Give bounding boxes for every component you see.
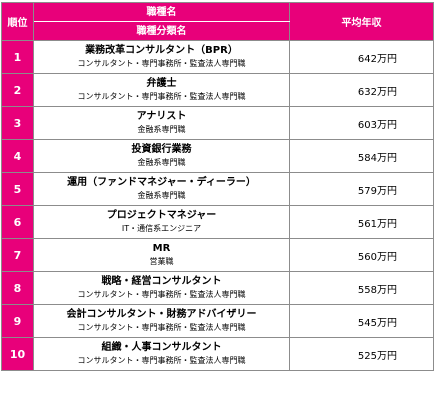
table-row: 1 業務改革コンサルタント（BPR） コンサルタント・専門事務所・監査法人専門職…: [1, 40, 434, 74]
job-category: 金融系専門職: [137, 125, 186, 134]
salary-cell: 558万円: [289, 271, 434, 305]
job-cell: プロジェクトマネジャー IT・通信系エンジニア: [33, 205, 290, 239]
table-row: 10 組織・人事コンサルタント コンサルタント・専門事務所・監査法人専門職 52…: [1, 337, 434, 371]
job-name: 業務改革コンサルタント（BPR）: [85, 45, 238, 56]
job-cell: MR 営業職: [33, 238, 290, 272]
job-cell: 戦略・経営コンサルタント コンサルタント・専門事務所・監査法人専門職: [33, 271, 290, 305]
job-category: 営業職: [149, 257, 174, 266]
job-category: 金融系専門職: [137, 158, 186, 167]
table-row: 2 弁護士 コンサルタント・専門事務所・監査法人専門職 632万円: [1, 73, 434, 107]
job-category: IT・通信系エンジニア: [121, 224, 202, 233]
rank-cell: 4: [1, 139, 34, 173]
rank-cell: 3: [1, 106, 34, 140]
header-subrow: 職種分類名: [2, 21, 434, 41]
salary-cell: 632万円: [289, 73, 434, 107]
salary-cell: 545万円: [289, 304, 434, 338]
table-body: 1 業務改革コンサルタント（BPR） コンサルタント・専門事務所・監査法人専門職…: [1, 40, 434, 371]
header-row: 順位 職種名 平均年収: [1, 2, 434, 41]
job-name: 運用（ファンドマネジャー・ディーラー）: [67, 177, 256, 188]
job-category: コンサルタント・専門事務所・監査法人専門職: [77, 356, 246, 365]
job-category: コンサルタント・専門事務所・監査法人専門職: [77, 59, 246, 68]
salary-cell: 584万円: [289, 139, 434, 173]
job-category: コンサルタント・専門事務所・監査法人専門職: [77, 323, 246, 332]
job-cell: 弁護士 コンサルタント・専門事務所・監査法人専門職: [33, 73, 290, 107]
job-name: 組織・人事コンサルタント: [101, 342, 222, 353]
job-cell: 業務改革コンサルタント（BPR） コンサルタント・専門事務所・監査法人専門職: [33, 40, 290, 74]
table-row: 9 会計コンサルタント・財務アドバイザリー コンサルタント・専門事務所・監査法人…: [1, 304, 434, 338]
job-cell: 会計コンサルタント・財務アドバイザリー コンサルタント・専門事務所・監査法人専門…: [33, 304, 290, 338]
salary-cell: 525万円: [289, 337, 434, 371]
job-name: 戦略・経営コンサルタント: [101, 276, 222, 287]
salary-ranking-table: 順位 職種名 平均年収 職種分類名 1 業務改革コンサルタント（BPR） コンサ…: [1, 2, 434, 371]
header-rank: 順位: [1, 2, 34, 41]
salary-cell: 603万円: [289, 106, 434, 140]
header-job-name: 職種名: [33, 2, 290, 22]
salary-cell: 579万円: [289, 172, 434, 206]
rank-cell: 5: [1, 172, 34, 206]
rank-cell: 8: [1, 271, 34, 305]
rank-cell: 6: [1, 205, 34, 239]
table-row: 6 プロジェクトマネジャー IT・通信系エンジニア 561万円: [1, 205, 434, 239]
job-cell: 運用（ファンドマネジャー・ディーラー） 金融系専門職: [33, 172, 290, 206]
job-cell: アナリスト 金融系専門職: [33, 106, 290, 140]
salary-cell: 561万円: [289, 205, 434, 239]
salary-cell: 560万円: [289, 238, 434, 272]
job-cell: 組織・人事コンサルタント コンサルタント・専門事務所・監査法人専門職: [33, 337, 290, 371]
rank-cell: 7: [1, 238, 34, 272]
job-name: 会計コンサルタント・財務アドバイザリー: [66, 309, 257, 320]
table-row: 4 投資銀行業務 金融系専門職 584万円: [1, 139, 434, 173]
salary-cell: 642万円: [289, 40, 434, 74]
table-row: 3 アナリスト 金融系専門職 603万円: [1, 106, 434, 140]
job-name: 投資銀行業務: [131, 144, 192, 155]
job-name: 弁護士: [146, 78, 177, 89]
job-category: コンサルタント・専門事務所・監査法人専門職: [77, 290, 246, 299]
job-cell: 投資銀行業務 金融系専門職: [33, 139, 290, 173]
header-salary: 平均年収: [289, 2, 434, 41]
table-row: 8 戦略・経営コンサルタント コンサルタント・専門事務所・監査法人専門職 558…: [1, 271, 434, 305]
job-name: アナリスト: [136, 111, 187, 122]
header-job-category: 職種分類名: [33, 21, 290, 41]
table-row: 5 運用（ファンドマネジャー・ディーラー） 金融系専門職 579万円: [1, 172, 434, 206]
rank-cell: 10: [1, 337, 34, 371]
table-header: 順位 職種名 平均年収 職種分類名: [1, 2, 434, 41]
ranking-table-container: 順位 職種名 平均年収 職種分類名 1 業務改革コンサルタント（BPR） コンサ…: [1, 2, 434, 371]
table-row: 7 MR 営業職 560万円: [1, 238, 434, 272]
rank-cell: 9: [1, 304, 34, 338]
job-name: MR: [152, 243, 171, 254]
job-name: プロジェクトマネジャー: [106, 210, 217, 221]
job-category: 金融系専門職: [137, 191, 186, 200]
rank-cell: 2: [1, 73, 34, 107]
rank-cell: 1: [1, 40, 34, 74]
job-category: コンサルタント・専門事務所・監査法人専門職: [77, 92, 246, 101]
